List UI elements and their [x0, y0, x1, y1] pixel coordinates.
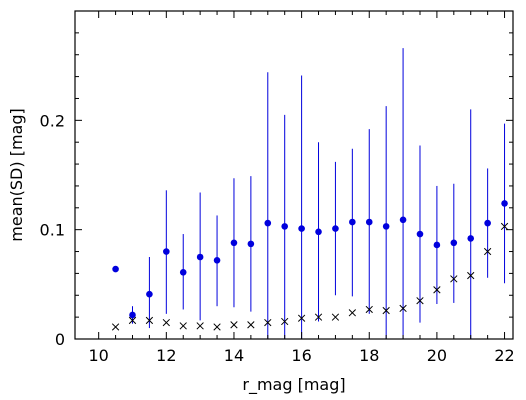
data-point [129, 311, 136, 319]
cross-point [483, 247, 492, 256]
axis-ticks [75, 10, 513, 340]
tick-labels: 10 12 14 16 18 20 22 0 0.1 0.2 [40, 111, 515, 365]
cross-point [179, 322, 187, 330]
data-point [298, 225, 305, 232]
x-axis-label: r_mag [mag] [242, 375, 345, 395]
data-point [349, 218, 356, 226]
cross-point [264, 318, 272, 327]
data-point [179, 269, 187, 276]
cross-point [365, 305, 373, 314]
cross-point [145, 316, 154, 325]
y-axis-label: mean(SD) [mag] [7, 108, 26, 241]
y-tick-label: 0.1 [40, 221, 65, 240]
data-point [264, 219, 272, 227]
cross-point [128, 316, 137, 325]
data-point [163, 248, 170, 255]
cross-point [247, 321, 255, 329]
data-point [315, 228, 322, 236]
x-tick-label: 10 [88, 346, 108, 365]
data-point [416, 230, 424, 238]
cross-point [500, 222, 509, 231]
cross-point [382, 306, 390, 315]
plot-frame [74, 10, 514, 340]
data-point [247, 240, 255, 248]
data-point [213, 256, 221, 264]
cross-point [331, 313, 340, 321]
cross-point [314, 313, 323, 321]
cross-point [230, 321, 238, 329]
data-point [399, 216, 407, 224]
cross-point [399, 304, 407, 313]
cross-point [348, 309, 356, 317]
data-point [281, 223, 288, 230]
x-tick-label: 18 [359, 346, 379, 365]
cross-point [467, 271, 475, 280]
cross-markers [111, 222, 509, 331]
cross-point [416, 297, 424, 305]
cross-point [162, 318, 170, 327]
x-tick-label: 14 [224, 346, 244, 365]
cross-point [213, 323, 221, 331]
data-point [146, 290, 153, 298]
data-point [332, 225, 339, 232]
x-tick-label: 22 [494, 346, 514, 365]
data-point [501, 200, 508, 207]
cross-point [297, 314, 306, 322]
data-point [230, 239, 238, 247]
x-tick-label: 16 [291, 346, 311, 365]
y-tick-label: 0 [55, 330, 65, 349]
cross-point [111, 323, 120, 331]
cross-point [196, 322, 204, 330]
cross-point [450, 275, 458, 283]
x-tick-label: 12 [156, 346, 176, 365]
cross-point [433, 286, 441, 294]
data-point [196, 253, 204, 261]
data-point [112, 265, 119, 273]
data-point [433, 241, 441, 249]
circle-markers [112, 200, 508, 319]
data-point [365, 218, 373, 226]
data-point [484, 219, 491, 227]
y-tick-label: 0.2 [40, 111, 65, 130]
x-tick-label: 20 [427, 346, 447, 365]
data-point [467, 235, 475, 242]
cross-point [281, 317, 289, 326]
data-point [450, 239, 458, 247]
data-point [382, 223, 390, 230]
